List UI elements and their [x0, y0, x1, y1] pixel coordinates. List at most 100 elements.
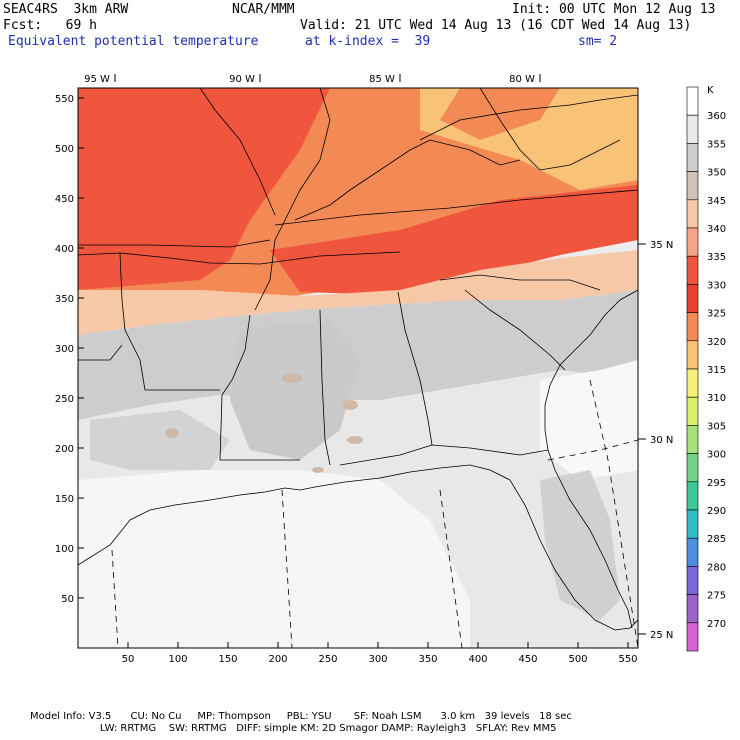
field-345b — [342, 400, 358, 410]
y-tick-label: 550 — [55, 94, 74, 105]
colorbar-swatch — [686, 481, 699, 511]
colorbar-swatch — [686, 255, 699, 285]
colorbar: K 360 355 350 345 340 335 330 325 320 315 310 305 300… — [686, 85, 726, 652]
lon-label: 90 W — [229, 74, 255, 85]
x-tick-label: 400 — [468, 654, 487, 665]
x-tick-label: 350 — [418, 654, 437, 665]
colorbar-label: 340 — [707, 224, 726, 235]
colorbar-swatch — [686, 143, 699, 172]
colorbar-swatch — [686, 425, 699, 454]
colorbar-label: 355 — [707, 139, 726, 150]
y-tick-label: 500 — [55, 144, 74, 155]
colorbar-swatch — [686, 566, 699, 595]
colorbar-label: 290 — [707, 506, 726, 517]
state-line-ky — [294, 139, 521, 221]
state-line-nc-sc — [439, 274, 601, 291]
colorbar-swatch — [686, 594, 699, 624]
x-tick-label: 450 — [518, 654, 537, 665]
meridian-85w — [439, 489, 463, 648]
y-axis: 50 100 150 200 250 300 350 400 450 500 550 — [55, 94, 84, 605]
state-line-al-ga — [397, 291, 433, 446]
colorbar-label: 300 — [707, 450, 726, 461]
level-label: at k-index = 39 — [305, 34, 431, 49]
colorbar-label: 315 — [707, 365, 726, 376]
y-tick-label: 150 — [55, 494, 74, 505]
colorbar-swatch — [686, 312, 699, 342]
meridian-90w — [281, 489, 293, 648]
colorbar-label: 275 — [707, 591, 726, 602]
colorbar-swatch — [686, 86, 699, 116]
state-line-va — [419, 94, 638, 141]
x-tick-label: 500 — [568, 654, 587, 665]
state-line-ms-la — [219, 314, 300, 461]
parallel-30n — [547, 439, 638, 461]
x-axis: 50 100 150 200 250 300 350 400 450 500 550 — [122, 642, 638, 665]
y-tick-label: 250 — [55, 394, 74, 405]
state-line-ar-la — [119, 252, 220, 391]
colorbar-label: 295 — [707, 478, 726, 489]
colorbar-swatch — [686, 340, 699, 370]
field-360b — [540, 360, 638, 480]
state-line-tx-ok — [78, 344, 123, 361]
state-line-mo-ar — [78, 239, 271, 248]
colorbar-label: 350 — [707, 168, 726, 179]
field-name: Equivalent potential temperature — [8, 34, 259, 49]
colorbar-label: 330 — [707, 280, 726, 291]
y-tick-label: 350 — [55, 294, 74, 305]
x-tick-label: 100 — [168, 654, 187, 665]
field-330b — [270, 185, 638, 295]
footer-physics: LW: RRTMG SW: RRTMG DIFF: simple KM: 2D … — [30, 723, 557, 734]
lon-label: 80 W — [509, 74, 535, 85]
colorbar-swatch — [686, 453, 699, 483]
field-330 — [78, 88, 330, 290]
latitude-labels: 35 N 30 N 25 N — [638, 240, 673, 641]
colorbar-swatch — [686, 509, 699, 539]
field-340 — [78, 250, 638, 335]
field-350b — [540, 470, 620, 620]
longitude-labels: 95 W 90 W 85 W 80 W — [84, 74, 541, 85]
lon-label: 95 W — [84, 74, 110, 85]
y-tick-label: 400 — [55, 244, 74, 255]
x-tick-label: 550 — [618, 654, 637, 665]
colorbar-label: 325 — [707, 309, 726, 320]
field-345c — [165, 428, 179, 438]
colorbar-swatch — [686, 171, 699, 201]
y-tick-label: 200 — [55, 444, 74, 455]
x-tick-label: 200 — [268, 654, 287, 665]
y-tick-label: 50 — [61, 594, 74, 605]
lon-label: 85 W — [369, 74, 395, 85]
valid-time: Valid: 21 UTC Wed 14 Aug 13 (16 CDT Wed … — [300, 18, 692, 33]
org-label: NCAR/MMM — [232, 2, 295, 17]
forecast-hour: Fcst: 69 h — [3, 18, 97, 33]
lat-label: 30 N — [650, 435, 673, 446]
state-line-tn-north — [274, 189, 638, 226]
field-350c — [90, 410, 230, 470]
state-line-mo-il — [199, 88, 276, 216]
colorbar-swatch — [686, 284, 699, 313]
colorbar-label: 310 — [707, 393, 726, 404]
y-tick-label: 300 — [55, 344, 74, 355]
field-325b — [440, 88, 560, 140]
state-line-ms-al — [319, 309, 331, 466]
init-time: Init: 00 UTC Mon 12 Aug 13 — [512, 2, 716, 17]
plot-frame — [77, 87, 639, 649]
field-350 — [78, 290, 638, 420]
field-360a — [78, 470, 470, 648]
lat-label: 25 N — [650, 630, 673, 641]
colorbar-label: 335 — [707, 252, 726, 263]
footer-model-info: Model Info: V3.5 CU: No Cu MP: Thompson … — [30, 711, 572, 722]
state-line-ga-fl — [339, 444, 549, 466]
graticule — [111, 379, 638, 648]
x-tick-label: 300 — [368, 654, 387, 665]
atlantic-coastline — [544, 289, 638, 629]
map-lines — [78, 88, 638, 631]
colorbar-swatch — [686, 396, 699, 426]
colorbar-unit: K — [707, 85, 714, 96]
x-tick-label: 150 — [218, 654, 237, 665]
state-line-ga-sc — [464, 289, 566, 371]
y-tick-label: 450 — [55, 194, 74, 205]
colorbar-label: 320 — [707, 337, 726, 348]
colorbar-swatch — [686, 622, 699, 652]
model-title: SEAC4RS 3km ARW — [3, 2, 129, 17]
